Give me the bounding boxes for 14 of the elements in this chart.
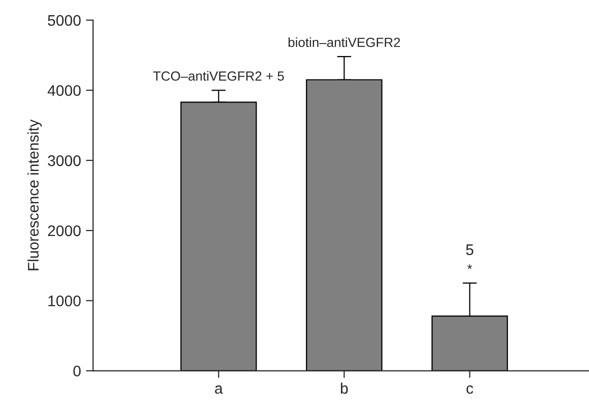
annotation: * (467, 264, 472, 269)
x-tick-label: c (466, 385, 474, 394)
annotation: biotin–antiVEGFR2 (288, 37, 400, 48)
annotation: 5 (466, 244, 474, 256)
x-tick-label: b (340, 382, 348, 394)
annotation: TCO–antiVEGFR2 + 5 (153, 71, 284, 81)
x-tick-label: a (215, 385, 223, 394)
y-tick-label: 2000 (48, 225, 81, 236)
y-axis-title: Fluorescence intensity (27, 119, 42, 270)
y-tick-label: 0 (73, 366, 81, 376)
y-tick-label: 5000 (48, 15, 81, 26)
y-tick-label: 3000 (48, 155, 81, 166)
y-tick-label: 4000 (48, 85, 81, 96)
y-tick-label: 1000 (48, 296, 81, 306)
